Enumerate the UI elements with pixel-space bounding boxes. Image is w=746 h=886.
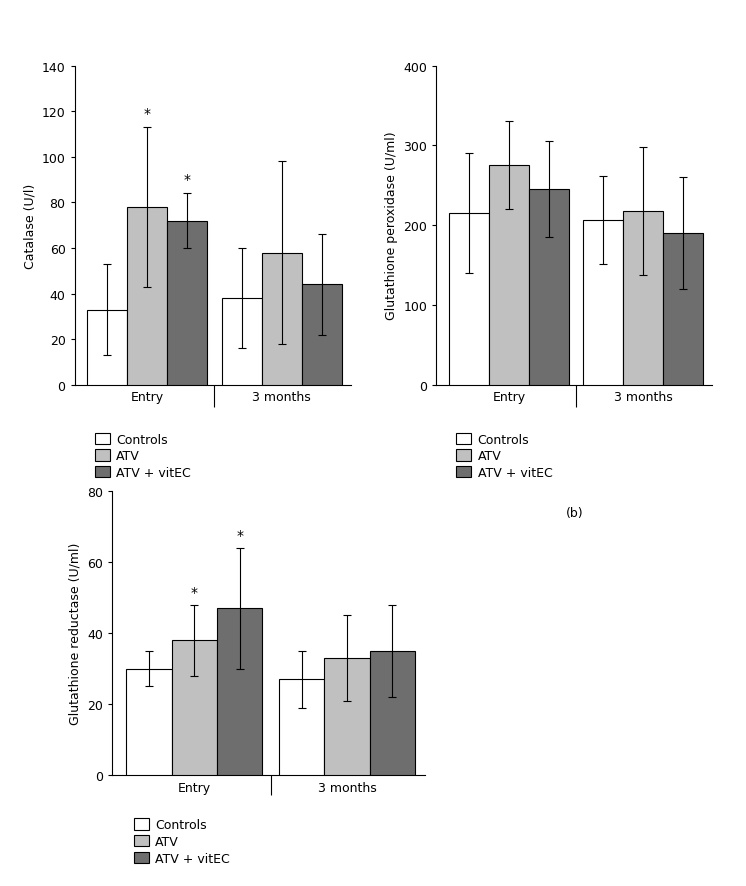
Bar <box>583 221 624 385</box>
Bar <box>529 190 569 385</box>
Bar <box>262 253 301 385</box>
Legend: Controls, ATV, ATV + vitEC: Controls, ATV, ATV + vitEC <box>134 819 230 865</box>
Text: *: * <box>144 107 151 121</box>
Bar <box>325 658 369 775</box>
Y-axis label: Glutathione reductase (U/ml): Glutathione reductase (U/ml) <box>69 542 81 725</box>
Bar <box>449 214 489 385</box>
Legend: Controls, ATV, ATV + vitEC: Controls, ATV, ATV + vitEC <box>95 433 191 479</box>
Bar <box>87 310 128 385</box>
Legend: Controls, ATV, ATV + vitEC: Controls, ATV, ATV + vitEC <box>457 433 553 479</box>
Text: (a): (a) <box>204 507 222 519</box>
Text: (b): (b) <box>565 507 583 519</box>
Text: *: * <box>191 585 198 599</box>
Bar <box>301 285 342 385</box>
Text: *: * <box>236 528 243 542</box>
Bar <box>222 299 262 385</box>
Bar <box>217 609 263 775</box>
Bar <box>489 167 529 385</box>
Bar <box>279 680 325 775</box>
Bar <box>128 207 167 385</box>
Bar <box>167 222 207 385</box>
Bar <box>126 669 172 775</box>
Y-axis label: Glutathione peroxidase (U/ml): Glutathione peroxidase (U/ml) <box>385 132 398 320</box>
Bar <box>663 234 703 385</box>
Bar <box>624 212 663 385</box>
Bar <box>172 641 217 775</box>
Y-axis label: Catalase (U/l): Catalase (U/l) <box>23 183 36 268</box>
Bar <box>369 651 415 775</box>
Text: *: * <box>184 173 191 187</box>
